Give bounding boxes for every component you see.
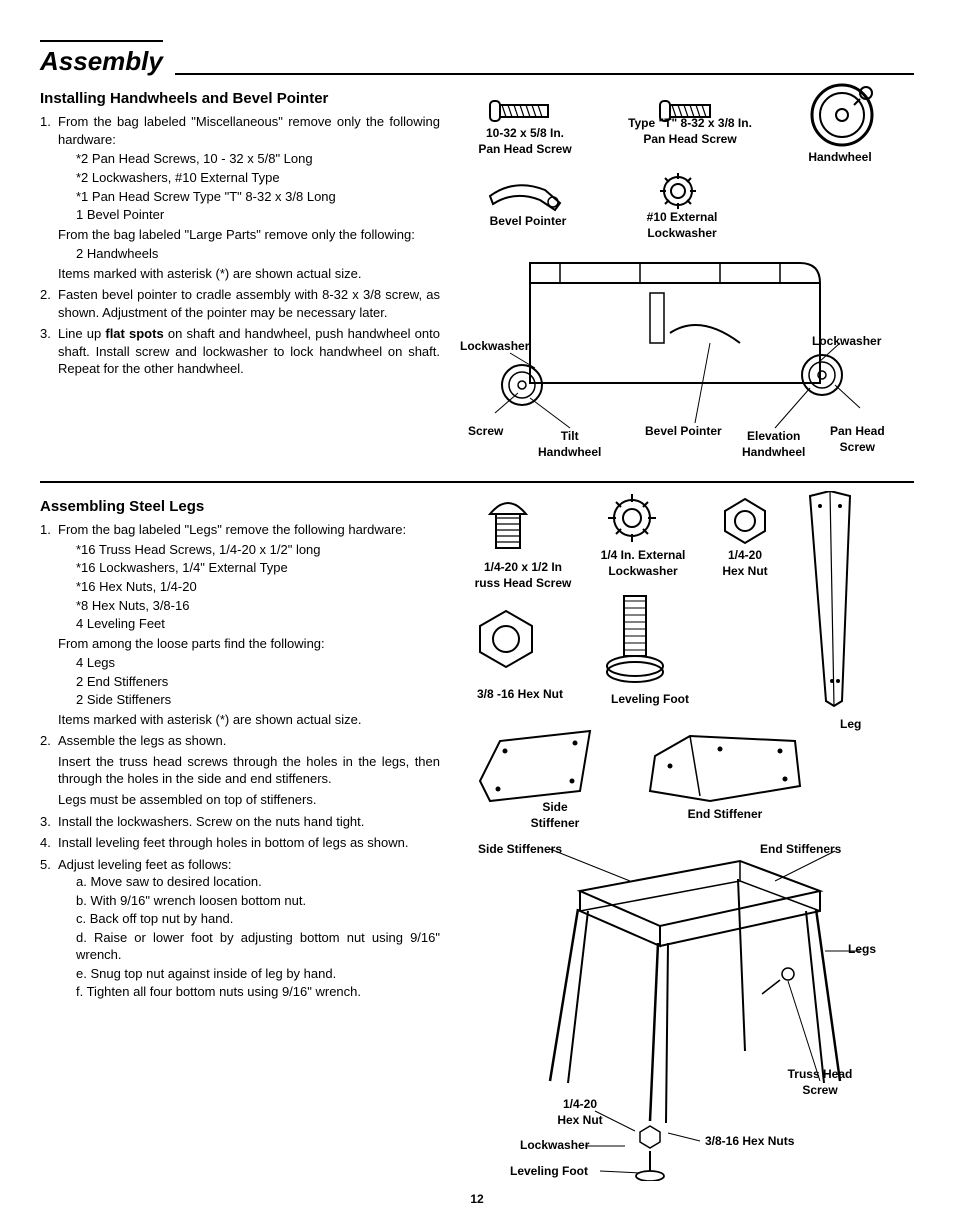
- substep: d. Raise or lower foot by adjusting bott…: [76, 929, 440, 964]
- label-asm-legs: Legs: [848, 941, 876, 957]
- step1-note: Items marked with asterisk (*) are shown…: [58, 265, 440, 283]
- part-item: 4 Leveling Feet: [76, 615, 440, 633]
- substep: e. Snug top nut against inside of leg by…: [76, 965, 440, 983]
- label-asm-panhead: Pan Head Screw: [830, 423, 885, 455]
- figure-stand-assembly: Side Stiffeners End Stiffeners Legs 1/4-…: [460, 841, 914, 1181]
- substep: f. Tighten all four bottom nuts using 9/…: [76, 983, 440, 1001]
- label-hex14: 1/4-20 Hex Nut: [715, 547, 775, 579]
- step2-text: Fasten bevel pointer to cradle assembly …: [58, 286, 440, 321]
- label-leg: Leg: [840, 716, 861, 732]
- label-leveling: Leveling Foot: [600, 691, 700, 707]
- label-ext-lock: 1/4 In. External Lockwasher: [588, 547, 698, 579]
- step-number: 1.: [40, 521, 58, 728]
- label-asm-hex38: 3/8-16 Hex Nuts: [705, 1133, 794, 1149]
- figure-saw-assembly: Lockwasher Lockwasher Screw Tilt Handwhe…: [460, 243, 914, 473]
- label-end-stiff: End Stiffener: [675, 806, 775, 822]
- label-asm-lock: Lockwasher: [520, 1137, 589, 1153]
- part-item: *2 Lockwashers, #10 External Type: [76, 169, 440, 187]
- substep: c. Back off top nut by hand.: [76, 910, 440, 928]
- part-item: *16 Truss Head Screws, 1/4-20 x 1/2" lon…: [76, 541, 440, 559]
- step-number: 2.: [40, 286, 58, 321]
- label-asm-end: End Stiffeners: [760, 841, 841, 857]
- part-item: 4 Legs: [76, 654, 440, 672]
- part-item: *1 Pan Head Screw Type "T" 8-32 x 3/8 Lo…: [76, 188, 440, 206]
- label-truss: 1/4-20 x 1/2 In russ Head Screw: [468, 559, 578, 591]
- part-item: 2 Handwheels: [76, 245, 440, 263]
- part-item: 2 End Stiffeners: [76, 673, 440, 691]
- section-divider: [40, 481, 914, 483]
- part-item: *16 Lockwashers, 1/4" External Type: [76, 559, 440, 577]
- page-number: 12: [40, 1191, 914, 1207]
- step3-text: Line up flat spots on shaft and handwhee…: [58, 325, 440, 378]
- figure-leg-parts: 1/4-20 x 1/2 In russ Head Screw 1/4 In. …: [460, 491, 914, 841]
- label-lockwasher: #10 External Lockwasher: [632, 209, 732, 241]
- part-item: 1 Bevel Pointer: [76, 206, 440, 224]
- page-title: Assembly: [40, 40, 163, 79]
- step2a: Assemble the legs as shown.: [58, 732, 440, 750]
- label-hex38: 3/8 -16 Hex Nut: [465, 686, 575, 702]
- step1-mid: From the bag labeled "Large Parts" remov…: [58, 226, 440, 244]
- section2-heading: Assembling Steel Legs: [40, 497, 440, 517]
- substep: b. With 9/16" wrench loosen bottom nut.: [76, 892, 440, 910]
- step-number: 5.: [40, 856, 58, 1002]
- label-asm-truss: Truss Head Screw: [780, 1066, 860, 1098]
- label-asm-foot: Leveling Foot: [510, 1163, 588, 1179]
- label-screw1: 10-32 x 5/8 In. Pan Head Screw: [470, 125, 580, 157]
- label-asm-hex14: 1/4-20 Hex Nut: [550, 1096, 610, 1128]
- step-number: 4.: [40, 834, 58, 852]
- label-asm-lockwasher-r: Lockwasher: [812, 333, 881, 349]
- label-asm-tilt: Tilt Handwheel: [538, 428, 601, 460]
- step3: Install the lockwashers. Screw on the nu…: [58, 813, 440, 831]
- label-asm-elev: Elevation Handwheel: [742, 428, 805, 460]
- step1-note: Items marked with asterisk (*) are shown…: [58, 711, 440, 729]
- figure-handwheel-parts: 10-32 x 5/8 In. Pan Head Screw Type "T" …: [460, 83, 914, 243]
- step1-intro: From the bag labeled "Legs" remove the f…: [58, 521, 440, 539]
- label-asm-side: Side Stiffeners: [478, 841, 562, 857]
- part-item: *2 Pan Head Screws, 10 - 32 x 5/8" Long: [76, 150, 440, 168]
- step4: Install leveling feet through holes in b…: [58, 834, 440, 852]
- section1-heading: Installing Handwheels and Bevel Pointer: [40, 89, 440, 109]
- step-number: 3.: [40, 813, 58, 831]
- part-item: 2 Side Stiffeners: [76, 691, 440, 709]
- label-screw2: Type "T" 8-32 x 3/8 In. Pan Head Screw: [610, 115, 770, 147]
- label-asm-screw: Screw: [468, 423, 503, 439]
- part-item: *8 Hex Nuts, 3/8-16: [76, 597, 440, 615]
- part-item: *16 Hex Nuts, 1/4-20: [76, 578, 440, 596]
- label-handwheel: Handwheel: [800, 149, 880, 165]
- step5-intro: Adjust leveling feet as follows:: [58, 856, 440, 874]
- label-asm-bevel: Bevel Pointer: [645, 423, 722, 439]
- step1-mid: From among the loose parts find the foll…: [58, 635, 440, 653]
- step2c: Legs must be assembled on top of stiffen…: [58, 791, 440, 809]
- step-number: 2.: [40, 732, 58, 808]
- step2b: Insert the truss head screws through the…: [58, 753, 440, 788]
- label-side-stiff: Side Stiffener: [520, 799, 590, 831]
- step-number: 3.: [40, 325, 58, 378]
- substep: a. Move saw to desired location.: [76, 873, 440, 891]
- label-asm-lockwasher-l: Lockwasher: [460, 338, 529, 354]
- step1-intro: From the bag labeled "Miscellaneous" rem…: [58, 113, 440, 148]
- label-bevel-pointer: Bevel Pointer: [478, 213, 578, 229]
- step-number: 1.: [40, 113, 58, 282]
